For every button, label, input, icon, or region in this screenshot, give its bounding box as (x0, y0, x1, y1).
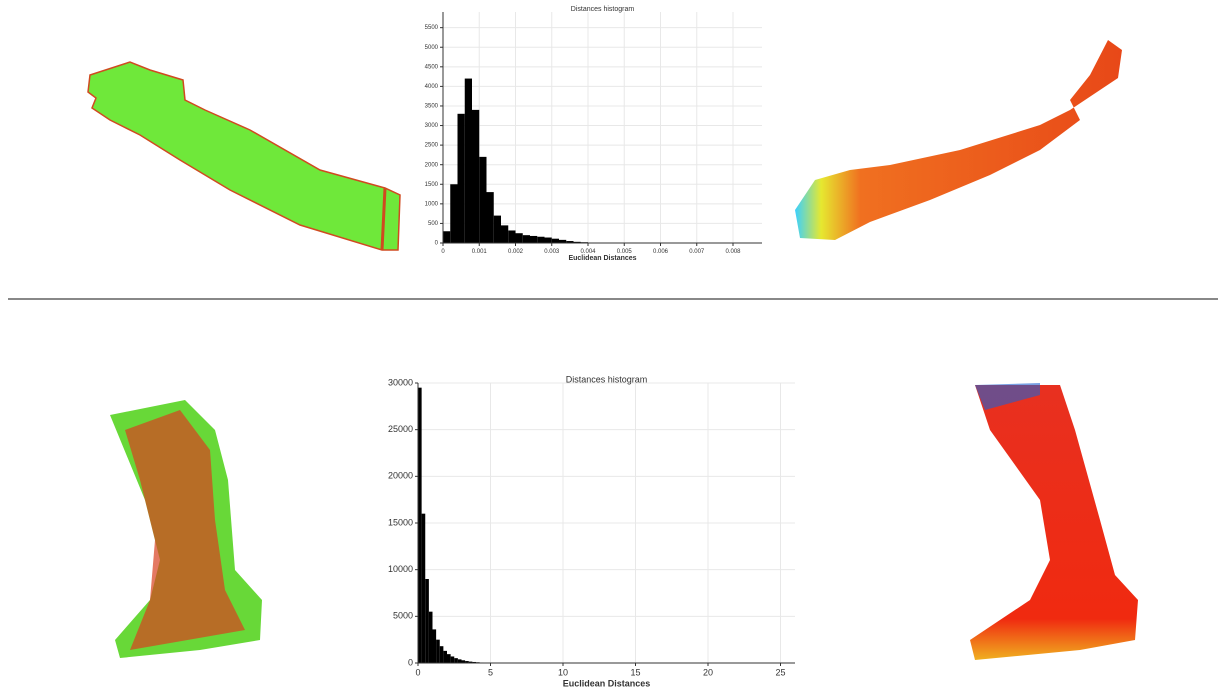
y-tick-label: 1000 (425, 201, 439, 207)
y-tick-label: 4000 (425, 84, 439, 90)
histogram-bar (450, 184, 458, 243)
histogram-bar (432, 629, 437, 663)
x-tick-label: 0.005 (617, 249, 633, 255)
arm-render-right (795, 40, 1122, 240)
y-tick-label: 10000 (388, 564, 413, 574)
x-tick-label: 15 (630, 668, 640, 678)
histogram-bar (425, 579, 429, 663)
x-tick-label: 0.004 (580, 249, 596, 255)
histogram-bar (454, 658, 458, 663)
histogram-bar (457, 113, 465, 244)
histogram-bar (436, 639, 440, 663)
histogram-bar (530, 235, 538, 243)
x-tick-label: 20 (703, 668, 713, 678)
histogram-bar (418, 387, 422, 663)
histogram-bar (551, 238, 559, 243)
x-tick-label: 5 (488, 668, 493, 678)
y-tick-label: 3000 (425, 123, 439, 129)
y-tick-label: 30000 (388, 377, 413, 387)
x-tick-label: 0 (415, 668, 420, 678)
x-tick-label: 25 (775, 668, 785, 678)
y-tick-label: 20000 (388, 471, 413, 481)
leg-render-right (970, 383, 1138, 660)
y-tick-label: 0 (408, 657, 413, 667)
histogram-bar (501, 225, 509, 243)
histogram-bar (472, 109, 480, 244)
histogram-bar (508, 230, 516, 243)
histogram-bar (450, 656, 455, 663)
x-tick-label: 10 (558, 668, 568, 678)
histogram-bar (515, 233, 523, 243)
y-tick-label: 3500 (425, 104, 439, 110)
histogram-bar (573, 241, 581, 243)
histogram-bar (465, 661, 469, 663)
x-tick-label: 0.007 (689, 249, 705, 255)
chart-title: Distances histogram (571, 6, 635, 13)
histogram-bar (544, 237, 552, 243)
histogram-bar (439, 646, 444, 663)
x-tick-label: 0.002 (508, 249, 524, 255)
histogram-bar (566, 241, 574, 243)
histogram-bar (559, 239, 567, 243)
y-tick-label: 25000 (388, 424, 413, 434)
chart-title: Distances histogram (566, 374, 648, 384)
y-tick-label: 5000 (393, 611, 413, 621)
x-tick-label: 0.001 (472, 249, 488, 255)
x-tick-label: 0.006 (653, 249, 669, 255)
histogram-bar (457, 659, 462, 663)
histogram-bar (522, 235, 530, 243)
histogram-bar (447, 654, 451, 663)
histogram-bar (421, 513, 426, 663)
y-tick-label: 4500 (425, 64, 439, 70)
y-tick-label: 500 (428, 221, 439, 227)
histogram-bar (443, 231, 451, 243)
x-tick-label: 0.003 (544, 249, 560, 255)
y-tick-label: 5500 (425, 25, 439, 31)
histogram-bar (472, 661, 476, 663)
y-tick-label: 2000 (425, 162, 439, 168)
histogram-bar (464, 78, 472, 243)
histogram-bar (486, 192, 494, 243)
histogram-bar (479, 156, 487, 243)
y-tick-label: 0 (435, 241, 439, 247)
x-tick-label: 0 (441, 249, 445, 255)
y-tick-label: 1500 (425, 182, 439, 188)
leg-render-left (110, 400, 262, 658)
histogram-bar (468, 661, 473, 663)
histogram-bar (493, 215, 501, 243)
y-tick-label: 15000 (388, 517, 413, 527)
histogram-bar (443, 650, 447, 663)
y-tick-label: 5000 (425, 45, 439, 51)
arm-render-left (87, 61, 401, 251)
x-axis-label: Euclidean Distances (568, 255, 636, 262)
histogram-bar (461, 660, 466, 663)
x-tick-label: 0.008 (725, 249, 741, 255)
histogram-bar (537, 236, 545, 243)
x-axis-label: Euclidean Distances (563, 678, 651, 688)
histogram-bar (428, 611, 433, 663)
y-tick-label: 2500 (425, 143, 439, 149)
